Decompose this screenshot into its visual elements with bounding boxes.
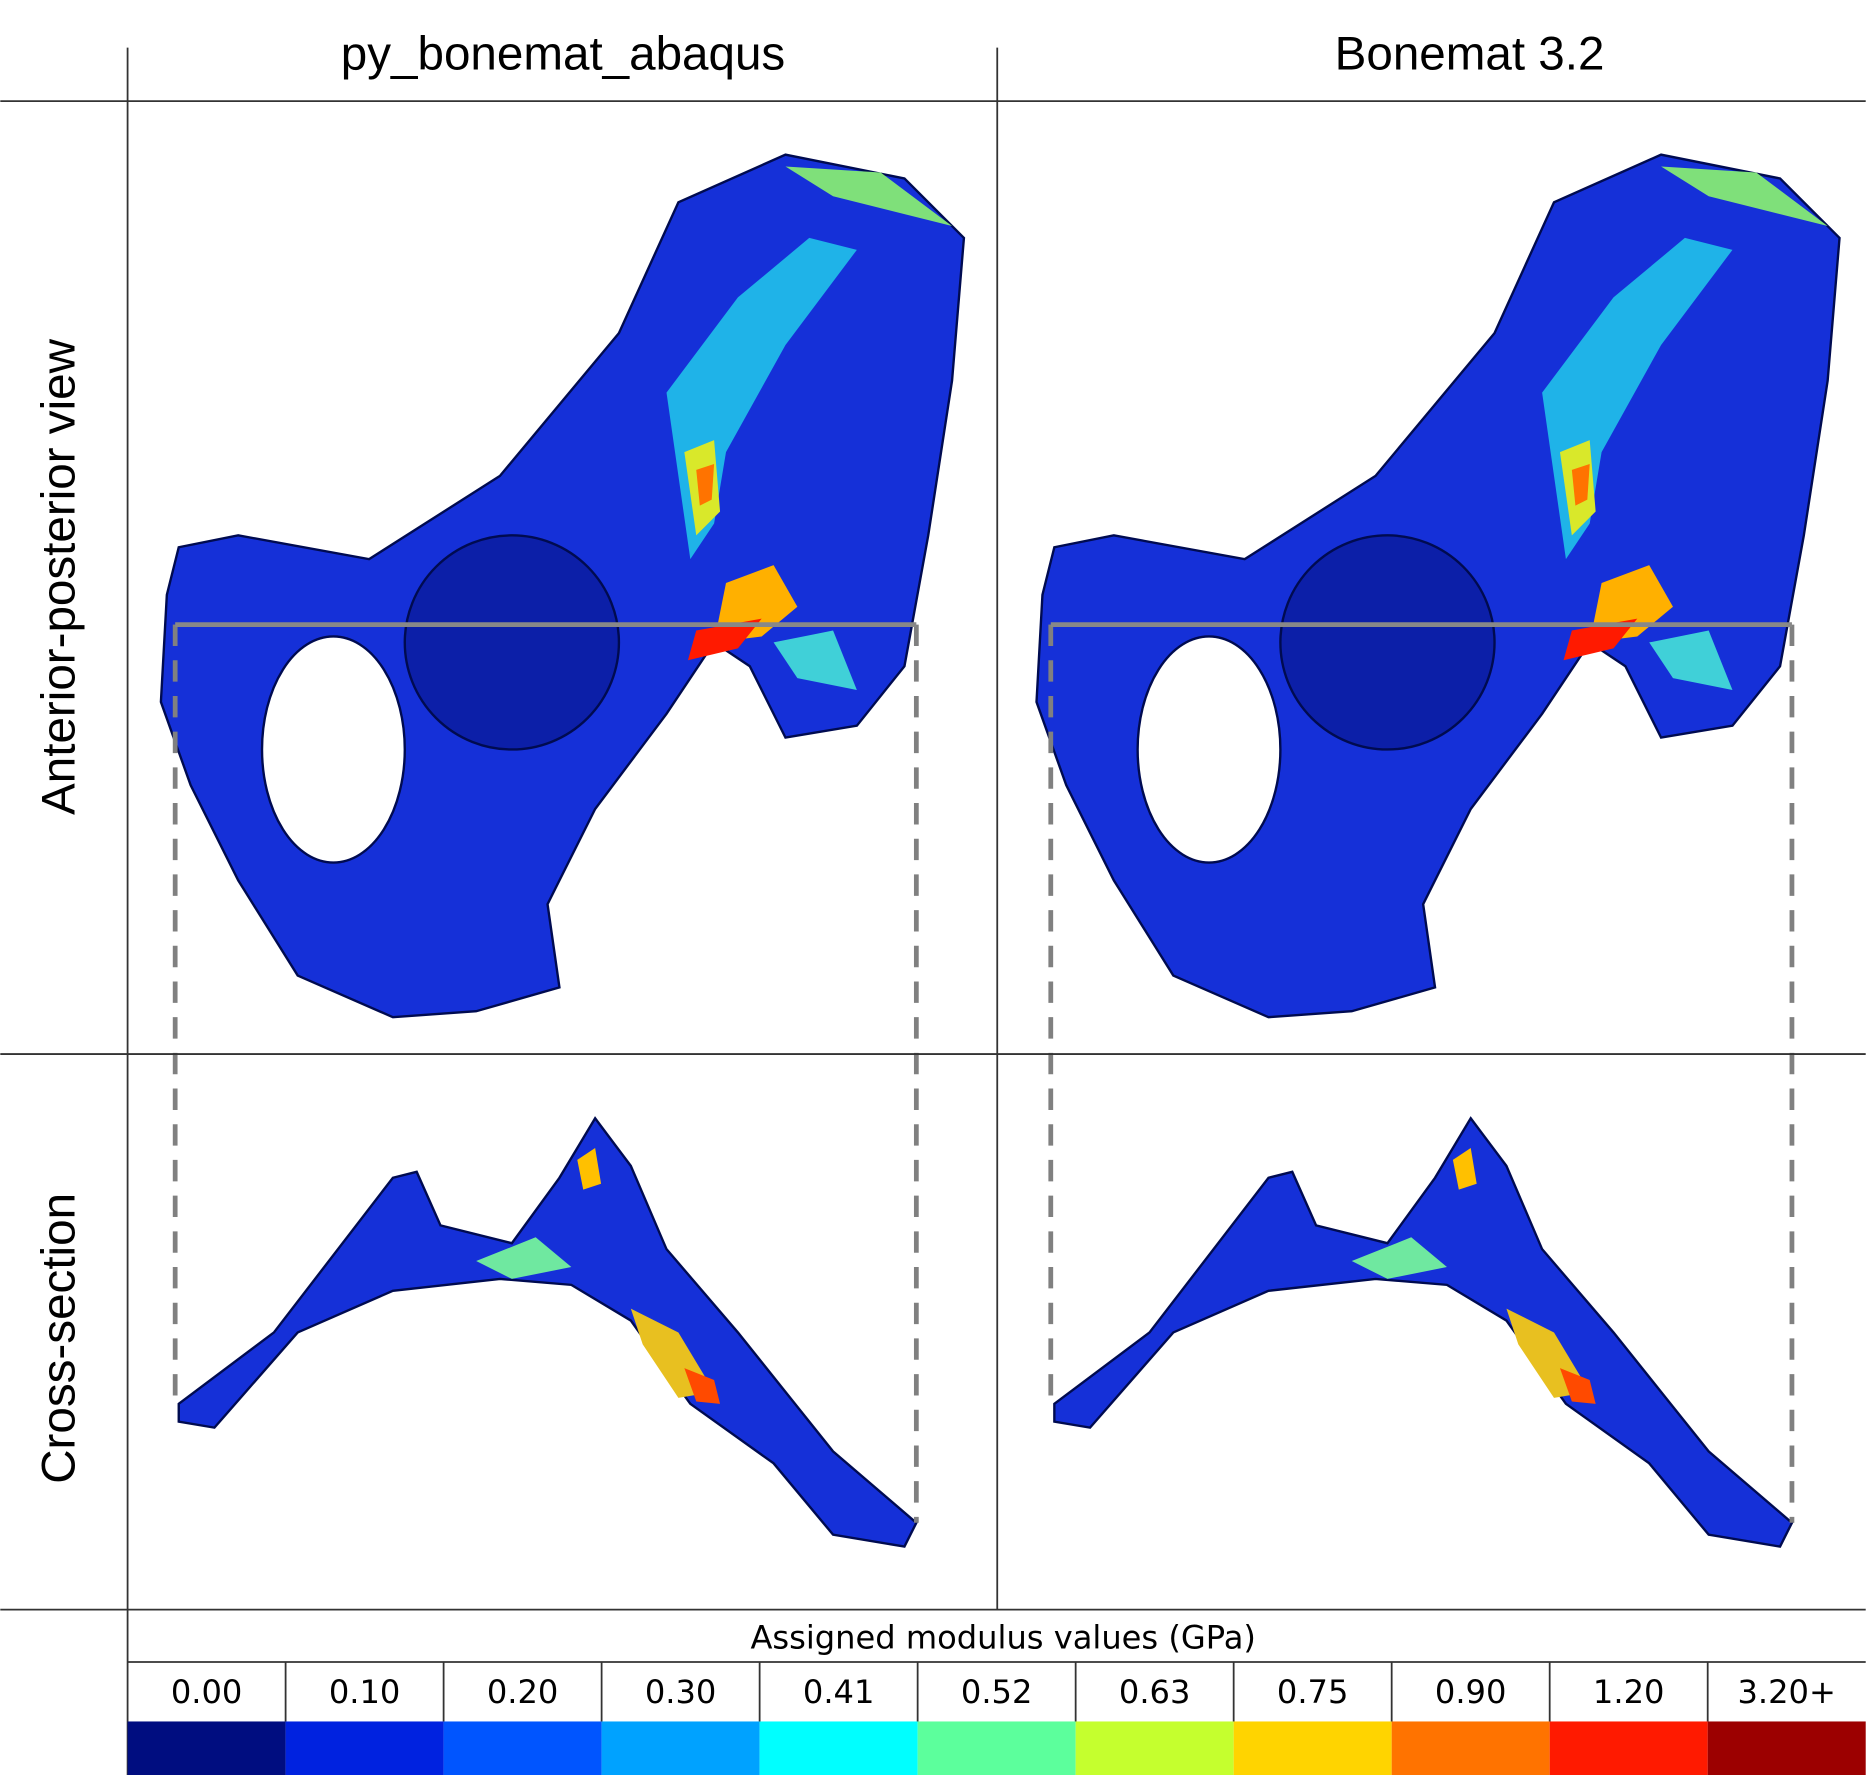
legend-swatch <box>443 1721 602 1775</box>
legend-swatch <box>1075 1721 1234 1775</box>
legend: 0.00 0.10 0.20 0.30 0.41 0.52 0.63 0.75 0.90 1.20… <box>127 1661 1866 1775</box>
column-header: py_bonemat_abaqus <box>341 28 785 81</box>
legend-swatch <box>759 1721 918 1775</box>
legend-swatch <box>127 1721 286 1775</box>
legend-label: 0.20 <box>487 1673 558 1711</box>
legend-label: 0.30 <box>645 1673 717 1711</box>
legend-swatch <box>1391 1721 1550 1775</box>
legend-label: 0.75 <box>1277 1673 1349 1711</box>
legend-swatch <box>285 1721 444 1775</box>
legend-swatch <box>1233 1721 1392 1775</box>
legend-label: 0.90 <box>1435 1673 1507 1711</box>
bone-image <box>1037 155 1840 1547</box>
legend-swatch <box>1707 1721 1866 1775</box>
legend-swatch <box>917 1721 1076 1775</box>
legend-title: Assigned modulus values (GPa) <box>750 1618 1255 1656</box>
column-header: Bonemat 3.2 <box>1335 28 1605 81</box>
legend-swatch <box>601 1721 760 1775</box>
legend-label: 1.20 <box>1593 1673 1664 1711</box>
legend-label: 0.10 <box>329 1673 401 1711</box>
legend-label: 0.41 <box>803 1673 875 1711</box>
row-label: Cross-section <box>33 1193 86 1484</box>
legend-label: 0.63 <box>1119 1673 1191 1711</box>
bone-image <box>161 155 964 1547</box>
legend-swatch <box>1549 1721 1708 1775</box>
legend-label: 0.52 <box>961 1673 1033 1711</box>
row-label: Anterior-posterior view <box>33 338 86 815</box>
legend-label: 0.00 <box>171 1673 243 1711</box>
legend-label: 3.20+ <box>1737 1673 1835 1711</box>
